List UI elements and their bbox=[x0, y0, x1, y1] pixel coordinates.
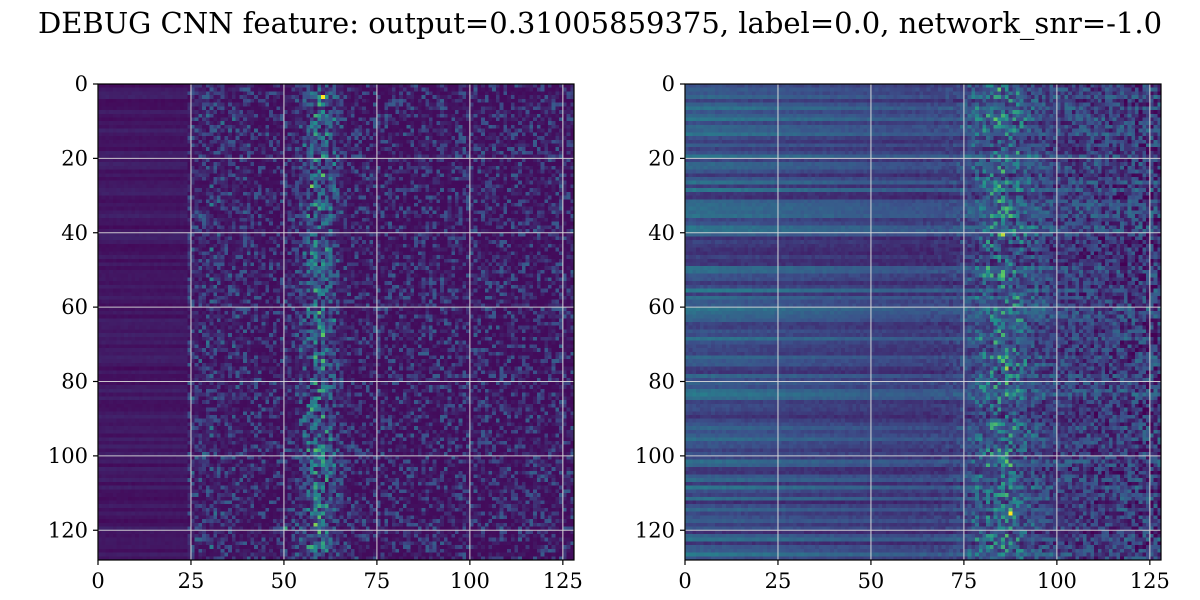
y-tick-label: 120 bbox=[48, 518, 88, 542]
y-tick-label: 80 bbox=[61, 370, 88, 394]
y-tick-label: 60 bbox=[648, 295, 675, 319]
x-tick-label: 75 bbox=[364, 569, 391, 593]
y-tick-label: 100 bbox=[635, 444, 675, 468]
y-tick-label: 40 bbox=[61, 221, 88, 245]
y-tick-label: 60 bbox=[61, 295, 88, 319]
x-tick-label: 25 bbox=[765, 569, 792, 593]
axes-frame bbox=[684, 83, 1162, 561]
x-tick-label: 50 bbox=[271, 569, 298, 593]
heatmap-cells bbox=[685, 84, 1162, 561]
x-tick-label: 125 bbox=[1130, 569, 1170, 593]
x-tick-label: 125 bbox=[543, 569, 583, 593]
y-tick-label: 0 bbox=[75, 72, 88, 96]
x-tick-label: 100 bbox=[450, 569, 490, 593]
heatmap-panel-right: 0 25 50 75 100 125 0 20 40 60 80 100 120 bbox=[635, 72, 1170, 593]
x-tick-label: 50 bbox=[858, 569, 885, 593]
x-tick-label: 25 bbox=[178, 569, 205, 593]
x-tick-label: 0 bbox=[91, 569, 104, 593]
y-tick-label: 0 bbox=[662, 72, 675, 96]
y-tick-label: 100 bbox=[48, 444, 88, 468]
y-tick-label: 20 bbox=[648, 146, 675, 170]
y-tick-label: 80 bbox=[648, 370, 675, 394]
y-tick-label: 20 bbox=[61, 146, 88, 170]
x-tick-label: 100 bbox=[1037, 569, 1077, 593]
x-tick-label: 75 bbox=[951, 569, 978, 593]
figure-title: DEBUG CNN feature: output=0.31005859375,… bbox=[0, 6, 1200, 40]
y-tick-label: 120 bbox=[635, 518, 675, 542]
heatmap-cells bbox=[98, 84, 575, 561]
y-tick-label: 40 bbox=[648, 221, 675, 245]
heatmap-panel-left: 0 25 50 75 100 125 0 20 40 60 80 100 120 bbox=[48, 72, 583, 593]
axes-frame bbox=[97, 83, 575, 561]
x-tick-label: 0 bbox=[678, 569, 691, 593]
